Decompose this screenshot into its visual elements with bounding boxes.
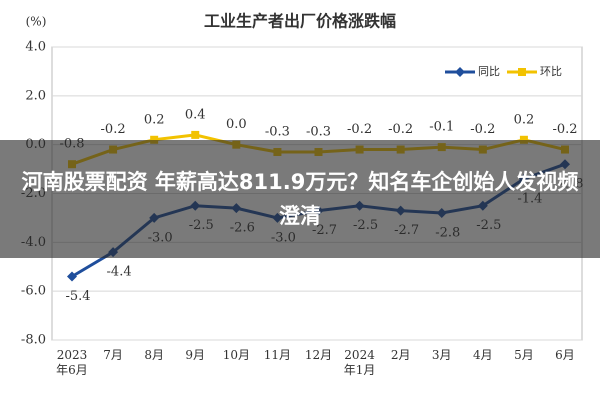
data-label: 0.2 [514,112,535,127]
data-label: -4.4 [107,265,132,280]
data-label: -0.2 [552,122,577,137]
x-tick-label: 6月 [555,348,575,362]
data-label: 0.4 [185,107,206,122]
y-tick-label: 4.0 [25,40,46,55]
data-label: -0.2 [101,122,126,137]
x-tick-label: 4月 [473,348,493,362]
data-label: -0.2 [347,122,372,137]
y-tick-label: -8.0 [21,333,46,348]
data-label: -0.3 [265,124,290,139]
x-tick-label: 3月 [431,348,452,362]
legend-marker [518,68,526,76]
legend-label: 同比 [478,65,500,78]
x-tick-label: 5月 [514,348,534,362]
chart-title: 工业生产者出厂价格涨跌幅 [204,12,396,31]
x-tick-label: 7月 [103,348,123,362]
x-tick-label: 11月 [263,348,292,362]
x-tick-label: 12月 [304,348,333,362]
y-tick-label: 2.0 [25,88,46,103]
point [519,135,528,144]
data-label: -0.2 [470,122,495,137]
data-label: 0.2 [144,112,165,127]
x-tick-label: 10月 [222,348,250,362]
y-axis-label: (%) [26,15,47,29]
data-label: -0.1 [429,120,454,135]
x-tick-label: 2023年6月 [56,348,88,377]
point [191,130,200,139]
x-tick-label: 2024年1月 [343,348,376,377]
data-label: -0.3 [306,124,331,139]
data-label: 0.0 [226,117,247,132]
x-tick-label: 9月 [185,348,206,362]
point [67,271,77,282]
point [150,135,159,144]
x-tick-label: 8月 [144,348,164,362]
x-tick-label: 2月 [390,348,411,362]
data-label: -5.4 [65,289,90,304]
banner: 河南股票配资 年薪高达811.9万元？知名车企创始人发视频澄清 [0,140,600,258]
legend-label: 环比 [540,65,562,78]
y-tick-label: -6.0 [21,284,46,299]
data-label: -0.2 [388,122,413,137]
banner-text: 河南股票配资 年薪高达811.9万元？知名车企创始人发视频澄清 [21,170,579,228]
legend-marker [455,67,465,77]
